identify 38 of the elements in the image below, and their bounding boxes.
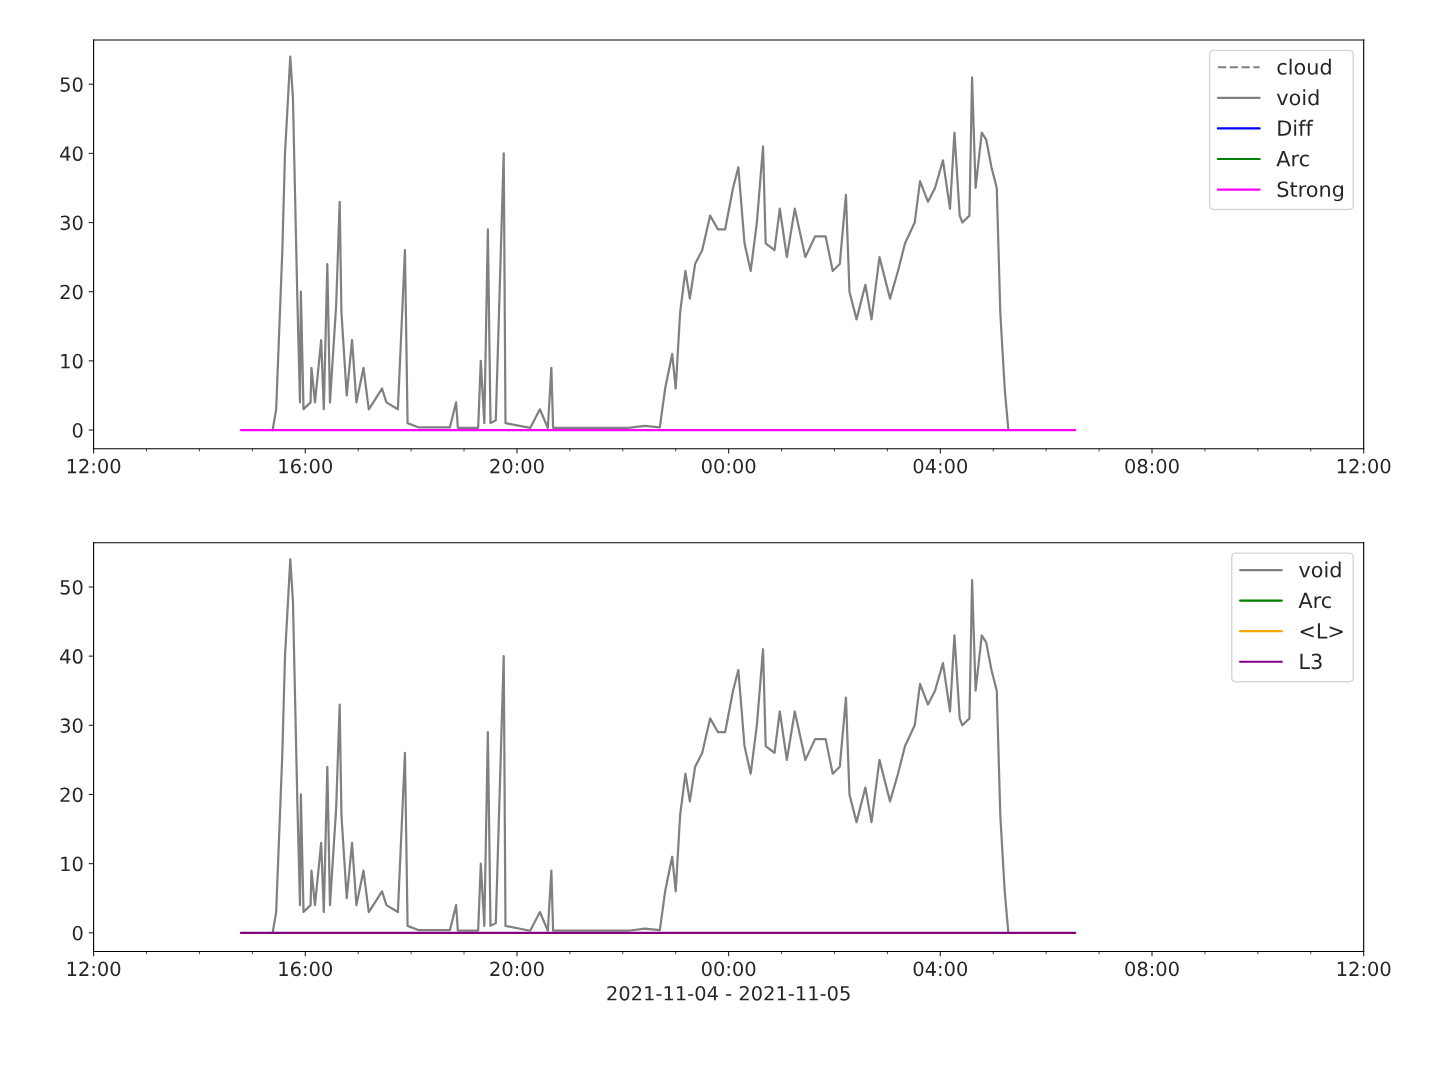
x-tick-label: 12:00 (67, 458, 121, 474)
x-tick-label: 12:00 (1337, 961, 1391, 977)
legend-label: L3 (1300, 653, 1322, 670)
legend-label: Diff (1278, 119, 1314, 136)
y-tick-label: 10 (61, 353, 83, 369)
y-tick-label: 40 (60, 146, 83, 162)
y-tick-label: 50 (60, 579, 83, 595)
x-tick-label: 12:00 (1337, 458, 1391, 474)
line-series (271, 558, 1010, 934)
legend-label: Strong (1277, 181, 1344, 202)
line-series (271, 55, 1010, 432)
x-tick-label: 08:00 (1125, 961, 1179, 977)
legend-label: cloud (1277, 58, 1331, 75)
x-tick-label: 12:00 (67, 961, 121, 977)
y-tick-label: 30 (60, 718, 83, 733)
x-tick-label: 16:00 (279, 961, 333, 977)
legend-label: void (1276, 89, 1319, 106)
x-tick-label: 04:00 (913, 458, 968, 474)
legend-label: <L> (1300, 623, 1343, 639)
x-tick-label: 00:00 (701, 961, 756, 977)
x-tick-label: 00:00 (701, 458, 756, 474)
y-tick-label: 0 (72, 423, 83, 438)
legend-label: Arc (1276, 151, 1309, 167)
y-tick-label: 30 (60, 215, 83, 231)
legend-label: Arc (1298, 592, 1331, 609)
y-tick-label: 20 (60, 284, 83, 300)
x-axis-title: 2021-11-04 - 2021-11-05 (607, 985, 850, 1001)
y-tick-label: 0 (72, 925, 83, 941)
x-tick-label: 16:00 (279, 458, 333, 474)
y-tick-label: 50 (60, 77, 83, 92)
x-tick-label: 08:00 (1125, 458, 1179, 474)
legend-label: void (1299, 561, 1341, 578)
x-tick-label: 04:00 (913, 961, 968, 977)
y-tick-label: 20 (60, 787, 83, 803)
x-tick-label: 20:00 (490, 961, 544, 977)
x-tick-label: 20:00 (490, 458, 544, 474)
y-tick-label: 40 (60, 649, 83, 664)
y-tick-label: 10 (61, 856, 83, 872)
